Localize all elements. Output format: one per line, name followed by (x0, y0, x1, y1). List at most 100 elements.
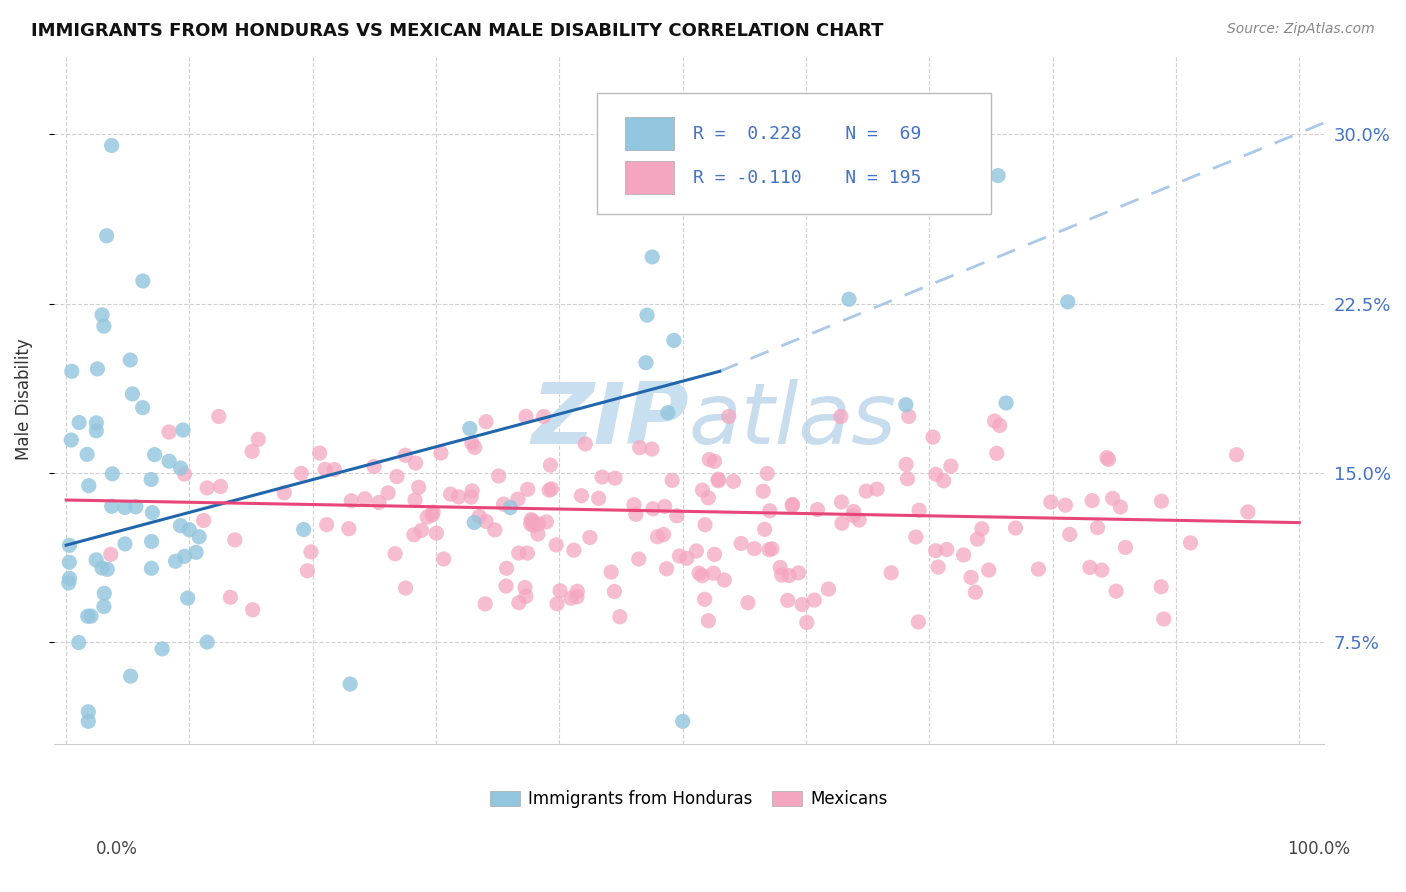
Mexicans (527, 527, 550, 541)
Mexicans (495, 561, 517, 575)
Immigrants from Honduras (58, 555, 80, 569)
Mexicans (769, 560, 792, 574)
Immigrants from Honduras (995, 396, 1018, 410)
Mexicans (935, 542, 957, 557)
Mexicans (894, 458, 917, 472)
Mexicans (574, 437, 596, 451)
Mexicans (692, 483, 714, 497)
Text: Source: ZipAtlas.com: Source: ZipAtlas.com (1227, 22, 1375, 37)
Mexicans (787, 566, 810, 580)
Mexicans (697, 491, 720, 505)
Immigrants from Honduras (634, 356, 657, 370)
Mexicans (831, 516, 853, 531)
Mexicans (1078, 560, 1101, 574)
Mexicans (1091, 563, 1114, 577)
FancyBboxPatch shape (626, 117, 673, 150)
Mexicans (394, 448, 416, 462)
Mexicans (571, 489, 593, 503)
Mexicans (527, 516, 550, 531)
Mexicans (492, 497, 515, 511)
Mexicans (1114, 541, 1136, 555)
Text: ZIP: ZIP (531, 379, 689, 462)
Mexicans (340, 493, 363, 508)
Immigrants from Honduras (101, 467, 124, 481)
Mexicans (394, 581, 416, 595)
Immigrants from Honduras (894, 398, 917, 412)
Mexicans (508, 596, 530, 610)
Immigrants from Honduras (76, 447, 98, 461)
Mexicans (986, 446, 1008, 460)
Mexicans (468, 509, 491, 524)
Mexicans (842, 504, 865, 518)
Mexicans (966, 532, 988, 546)
Mexicans (516, 546, 538, 560)
Mexicans (422, 505, 444, 519)
Mexicans (758, 542, 780, 557)
Mexicans (538, 458, 561, 472)
Immigrants from Honduras (150, 641, 173, 656)
Mexicans (896, 472, 918, 486)
Mexicans (988, 418, 1011, 433)
Immigrants from Honduras (179, 523, 201, 537)
Mexicans (208, 409, 231, 424)
Immigrants from Honduras (641, 250, 664, 264)
Immigrants from Honduras (93, 319, 115, 334)
Mexicans (1039, 495, 1062, 509)
Immigrants from Honduras (120, 669, 142, 683)
Mexicans (562, 543, 585, 558)
Mexicans (475, 415, 498, 429)
Mexicans (661, 474, 683, 488)
Mexicans (665, 508, 688, 523)
Immigrants from Honduras (60, 364, 83, 378)
Mexicans (830, 495, 852, 509)
Mexicans (315, 517, 337, 532)
Mexicans (297, 564, 319, 578)
Mexicans (641, 501, 664, 516)
Immigrants from Honduras (165, 554, 187, 568)
Mexicans (703, 547, 725, 561)
Immigrants from Honduras (96, 228, 118, 243)
Immigrants from Honduras (132, 274, 155, 288)
Immigrants from Honduras (141, 561, 163, 575)
Mexicans (522, 518, 544, 533)
Mexicans (308, 446, 330, 460)
Mexicans (693, 517, 716, 532)
Mexicans (688, 566, 710, 581)
Mexicans (508, 546, 530, 560)
Mexicans (385, 469, 408, 483)
Mexicans (363, 459, 385, 474)
Mexicans (723, 475, 745, 489)
Immigrants from Honduras (463, 516, 485, 530)
Y-axis label: Male Disability: Male Disability (15, 339, 32, 460)
Mexicans (433, 552, 456, 566)
Immigrants from Honduras (114, 500, 136, 515)
Immigrants from Honduras (125, 500, 148, 514)
Mexicans (1153, 612, 1175, 626)
Mexicans (603, 584, 626, 599)
Mexicans (737, 596, 759, 610)
Immigrants from Honduras (657, 406, 679, 420)
Immigrants from Honduras (58, 571, 80, 585)
Immigrants from Honduras (93, 599, 115, 614)
Mexicans (780, 499, 803, 513)
Immigrants from Honduras (96, 562, 118, 576)
Mexicans (567, 584, 589, 599)
Mexicans (515, 590, 537, 604)
Text: 100.0%: 100.0% (1286, 840, 1350, 858)
Mexicans (952, 548, 974, 562)
Mexicans (1087, 520, 1109, 534)
Mexicans (707, 472, 730, 486)
Immigrants from Honduras (1056, 294, 1078, 309)
Mexicans (880, 566, 903, 580)
Mexicans (792, 598, 814, 612)
Mexicans (778, 568, 800, 582)
Immigrants from Honduras (173, 549, 195, 564)
Mexicans (1059, 527, 1081, 541)
Mexicans (866, 482, 889, 496)
Immigrants from Honduras (84, 553, 107, 567)
Mexicans (368, 495, 391, 509)
Mexicans (960, 570, 983, 584)
Mexicans (273, 485, 295, 500)
Mexicans (193, 513, 215, 527)
Mexicans (693, 592, 716, 607)
